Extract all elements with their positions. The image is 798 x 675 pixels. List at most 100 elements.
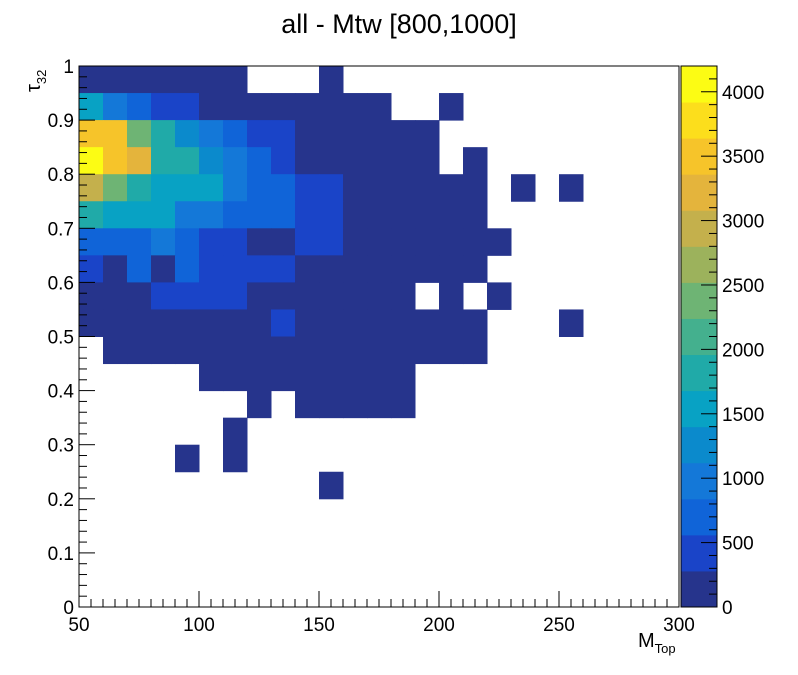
heatmap-cell: [127, 93, 152, 121]
heatmap-cell: [199, 201, 224, 229]
colorbar-tick-label: 1000: [722, 469, 764, 490]
y-tick-label: 0.5: [48, 328, 74, 349]
heatmap-cell: [439, 174, 464, 202]
colorbar-segment: [681, 174, 717, 211]
heatmap-cell: [319, 255, 344, 283]
heatmap-cell: [127, 228, 152, 256]
heatmap-cell: [223, 336, 248, 365]
heatmap-cell: [199, 282, 224, 310]
x-tick-label: 300: [663, 615, 695, 636]
heatmap-cell: [391, 282, 416, 310]
heatmap-cell: [439, 93, 464, 121]
heatmap-cell: [127, 66, 152, 94]
heatmap-cell: [319, 309, 344, 337]
heatmap-cell: [103, 147, 128, 175]
heatmap-cell: [79, 309, 104, 337]
heatmap-cell: [295, 363, 320, 392]
colorbar-tick-label: 2500: [722, 276, 764, 297]
heatmap-cell: [391, 390, 416, 419]
heatmap-cell: [343, 174, 368, 202]
heatmap-cell: [391, 336, 416, 365]
heatmap-cell: [79, 93, 104, 121]
colorbar-tick-label: 2000: [722, 340, 764, 361]
heatmap-cell: [559, 174, 584, 202]
y-tick-label: 0.2: [48, 490, 74, 511]
heatmap-cell: [439, 336, 464, 365]
heatmap-cell: [151, 309, 176, 337]
heatmap-cell: [295, 309, 320, 337]
heatmap-cell: [103, 336, 128, 365]
heatmap-cell: [223, 120, 248, 148]
heatmap-cell: [295, 201, 320, 229]
heatmap-cell: [79, 174, 104, 202]
heatmap-cell: [367, 255, 392, 283]
heatmap-cell: [343, 363, 368, 392]
heatmap-cell: [343, 390, 368, 419]
heatmap-cell: [223, 309, 248, 337]
heatmap-cell: [367, 120, 392, 148]
heatmap-cell: [103, 282, 128, 310]
heatmap-cell: [223, 228, 248, 256]
heatmap-cell: [199, 147, 224, 175]
heatmap-cell: [199, 228, 224, 256]
heatmap-cell: [415, 309, 440, 337]
y-tick-label: 0.7: [48, 219, 74, 240]
heatmap-cell: [223, 444, 248, 473]
heatmap-cell: [247, 201, 272, 229]
y-axis-label-main: τ: [23, 84, 45, 92]
heatmap-cell: [151, 66, 176, 94]
heatmap-cell: [343, 201, 368, 229]
colorbar-segment: [681, 390, 717, 428]
y-tick-label: 0.6: [48, 273, 74, 294]
heatmap-cell: [559, 309, 584, 337]
heatmap-cell: [511, 174, 536, 202]
x-tick-label: 200: [423, 615, 455, 636]
y-tick-label: 1: [63, 57, 74, 78]
y-tick-label: 0.4: [48, 382, 75, 403]
heatmap-cell: [199, 309, 224, 337]
heatmap-cell: [103, 93, 128, 121]
heatmap-cell: [439, 228, 464, 256]
heatmap-cell: [127, 255, 152, 283]
heatmap-cell: [127, 120, 152, 148]
heatmap-cell: [199, 363, 224, 392]
heatmap-cell: [247, 147, 272, 175]
heatmap-cell: [367, 336, 392, 365]
heatmap-cell: [319, 336, 344, 365]
y-tick-label: 0.8: [48, 165, 74, 186]
heatmap-cell: [199, 120, 224, 148]
colorbar-ticks: 0 500 1000 1500 2000 2500 3000 3500 4000: [701, 65, 764, 619]
heatmap-cell: [103, 201, 128, 229]
heatmap-cell: [415, 228, 440, 256]
heatmap-cell: [295, 147, 320, 175]
heatmap-cell: [367, 147, 392, 175]
heatmap-cell: [319, 147, 344, 175]
heatmap-cell: [415, 120, 440, 148]
heatmap-cell: [175, 309, 200, 337]
heatmap-cell: [319, 390, 344, 419]
heatmap-cell: [415, 174, 440, 202]
colorbar-segment: [681, 210, 717, 247]
heatmap-cell: [247, 363, 272, 392]
heatmap-cell: [415, 147, 440, 175]
heatmap-cell: [175, 255, 200, 283]
heatmap-cell: [127, 201, 152, 229]
heatmap-cell: [127, 309, 152, 337]
heatmap-cell: [175, 93, 200, 121]
heatmap-cell: [343, 228, 368, 256]
x-tick-label: 150: [303, 615, 335, 636]
y-axis-ticks: 0 0.1 0.2 0.3 0.4 0.5 0.6 0.7 0.8 0.9 1: [48, 57, 95, 619]
heatmap-cell: [103, 228, 128, 256]
heatmap-cell: [295, 255, 320, 283]
colorbar-tick-label: 3000: [722, 212, 764, 233]
heatmap-cell: [319, 174, 344, 202]
heatmap-cell: [295, 282, 320, 310]
colorbar-segment: [681, 462, 717, 500]
heatmap-cell: [439, 255, 464, 283]
heatmap-cell: [295, 120, 320, 148]
heatmap-cell: [79, 66, 104, 94]
heatmap-cell: [415, 255, 440, 283]
heatmap-cell: [175, 336, 200, 365]
heatmap-cell: [463, 174, 488, 202]
heatmap-cell: [199, 174, 224, 202]
